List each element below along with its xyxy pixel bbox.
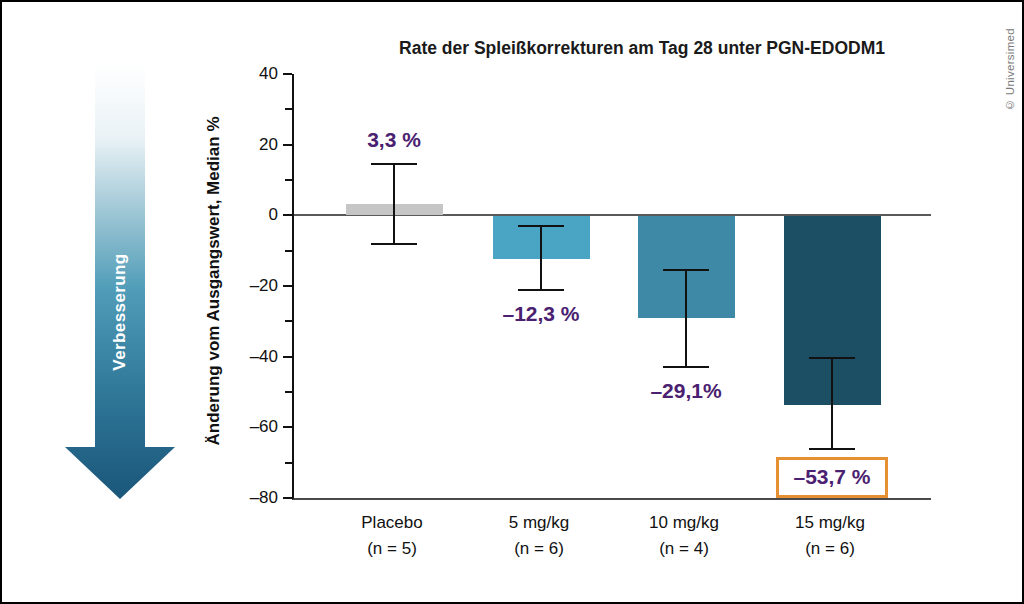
y-tick-mark [283,285,292,287]
x-category-n: (n = 6) [750,536,910,562]
copyright-credit: © Universimed [1004,28,1016,111]
error-bar-cap-bottom [518,289,564,291]
value-label: 3,3 % [314,128,474,152]
y-tick-label: 20 [230,135,278,155]
y-minor-tick-mark [285,320,292,322]
y-minor-tick-mark [285,391,292,393]
y-tick-mark [283,426,292,428]
y-minor-tick-mark [285,250,292,252]
x-axis-labels: Placebo(n = 5)5 mg/kg(n = 6)10 mg/kg(n =… [292,510,929,570]
y-tick-label: –60 [230,417,278,437]
y-tick-mark [283,73,292,75]
x-category-label: 15 mg/kg(n = 6) [750,510,910,562]
error-bar-cap-bottom [371,243,417,245]
error-bar-cap-bottom [809,448,855,450]
x-category-n: (n = 6) [459,536,619,562]
error-bar-cap-top [518,225,564,227]
value-label: –12,3 % [461,302,621,326]
improvement-arrow [60,64,180,502]
x-category-name: 10 mg/kg [604,510,764,536]
value-label: –29,1% [606,379,766,403]
y-minor-tick-mark [285,108,292,110]
error-bar-line [685,270,687,367]
y-minor-tick-mark [285,179,292,181]
error-bar-line [831,358,833,448]
y-tick-label: –80 [230,488,278,508]
chart-title: Rate der Spleißkorrekturen am Tag 28 unt… [312,38,972,59]
x-category-name: 15 mg/kg [750,510,910,536]
y-minor-tick-mark [285,462,292,464]
figure-frame: Verbesserung Rate der Spleißkorrekturen … [0,0,1024,604]
y-tick-label: –20 [230,276,278,296]
error-bar-line [393,164,395,244]
error-bar-cap-bottom [663,366,709,368]
x-category-label: 5 mg/kg(n = 6) [459,510,619,562]
y-tick-mark [283,144,292,146]
x-category-name: 5 mg/kg [459,510,619,536]
x-category-label: 10 mg/kg(n = 4) [604,510,764,562]
error-bar-line [540,226,542,290]
highlighted-value-label: –53,7 % [776,457,888,498]
y-tick-mark [283,497,292,499]
plot-area: 40200–20–40–60–803,3 %–12,3 %–29,1%–53,7… [292,74,931,500]
error-bar-cap-top [663,269,709,271]
error-bar-cap-top [371,163,417,165]
improvement-arrow-graphic [60,64,180,502]
y-tick-label: 40 [230,64,278,84]
y-axis-title-text: Änderung vom Ausgangswert, Median % [204,116,224,445]
x-category-name: Placebo [312,510,472,536]
x-category-n: (n = 4) [604,536,764,562]
y-tick-mark [283,356,292,358]
x-category-n: (n = 5) [312,536,472,562]
y-tick-label: 0 [230,205,278,225]
x-category-label: Placebo(n = 5) [312,510,472,562]
error-bar-cap-top [809,357,855,359]
y-tick-label: –40 [230,347,278,367]
y-tick-mark [283,214,292,216]
